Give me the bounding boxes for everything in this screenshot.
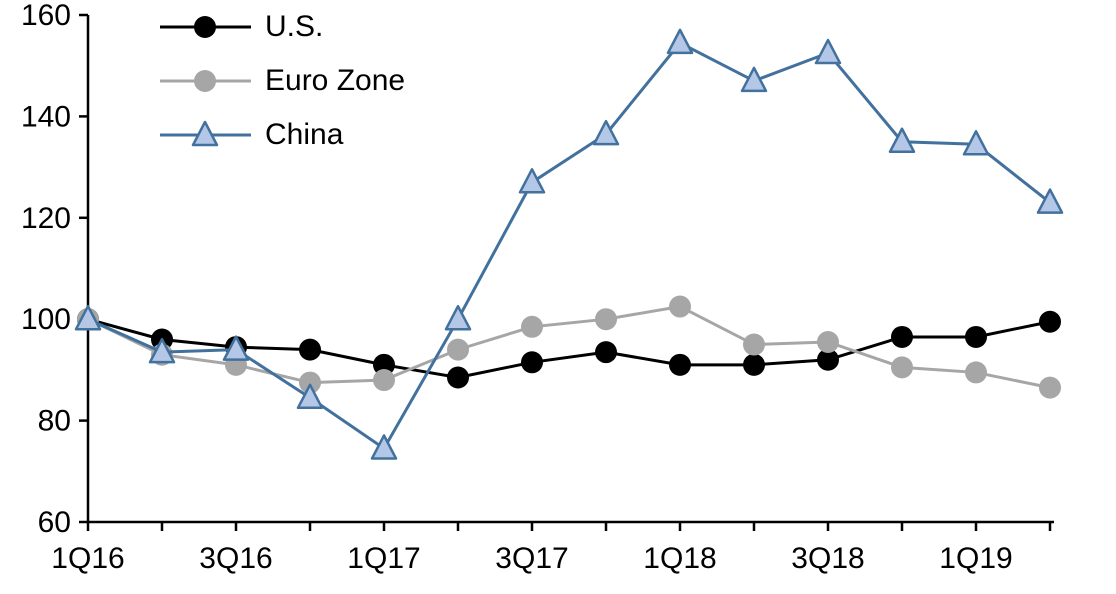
- chart-legend: U.S. Euro Zone China: [158, 8, 405, 154]
- legend-item-china: China: [158, 116, 405, 154]
- legend-label-eurozone: Euro Zone: [265, 64, 406, 97]
- svg-text:160: 160: [21, 0, 71, 32]
- legend-item-us: U.S.: [158, 8, 405, 46]
- china-line-marker-icon: [160, 120, 251, 147]
- eurozone-line-marker-icon: [160, 70, 251, 92]
- svg-text:1Q18: 1Q18: [643, 542, 716, 575]
- svg-text:3Q17: 3Q17: [495, 542, 568, 575]
- legend-label-china: China: [265, 118, 344, 151]
- svg-text:1Q17: 1Q17: [347, 542, 420, 575]
- svg-text:100: 100: [21, 303, 71, 336]
- svg-text:80: 80: [38, 405, 71, 438]
- svg-text:140: 140: [21, 100, 71, 133]
- legend-label-us: U.S.: [265, 10, 324, 43]
- svg-text:1Q19: 1Q19: [939, 542, 1012, 575]
- svg-text:120: 120: [21, 202, 71, 235]
- us-line-marker-icon: [160, 16, 251, 38]
- svg-text:60: 60: [38, 506, 71, 539]
- svg-text:3Q18: 3Q18: [791, 542, 864, 575]
- svg-text:1Q16: 1Q16: [51, 542, 124, 575]
- svg-text:3Q16: 3Q16: [199, 542, 272, 575]
- legend-item-eurozone: Euro Zone: [158, 62, 405, 100]
